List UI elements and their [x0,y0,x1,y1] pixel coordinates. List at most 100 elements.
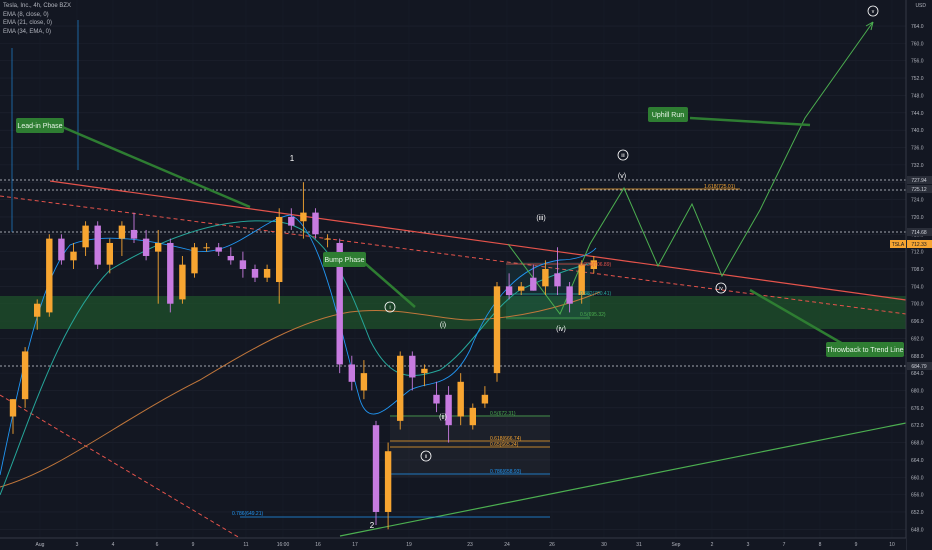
candle-body [469,407,476,426]
x-axis-ticks: Aug 3 4 6 9 11 16:00 16 17 19 23 24 26 30 31 Sep 2 3 7 8 9 10 [36,542,895,548]
candle-body [421,368,428,374]
candle-body [530,277,537,291]
y-tick-label: 764.0 [911,24,924,30]
legend-title: Tesla, Inc., 4h, Cboe BZX [3,3,72,9]
y-tick-label: 732.0 [911,163,924,169]
projection-arrowhead [870,21,874,31]
wave-iv-label: (iv) [556,326,566,333]
candle-body [324,238,331,240]
support-zone [0,296,906,329]
wave-iii-label: (iii) [536,215,545,222]
fib-label: 0.786(649.21) [232,511,263,517]
y-tick-label: 656.0 [911,493,924,499]
y-tick-label: 736.0 [911,146,924,152]
candle-body [384,451,392,512]
candle-body [445,394,452,426]
fib-label: 0.618(666.74) [490,436,521,442]
callout-pointer [59,124,251,209]
x-tick-label: 19 [406,542,412,548]
x-tick-label: 16 [315,542,321,548]
callout-pointer [749,288,851,350]
x-tick-label: 24 [504,542,510,548]
legend-ema8: EMA (8, close, 0) [3,11,49,18]
candle-body [566,286,573,304]
candle-body [82,225,89,248]
candle-body [94,225,101,265]
svg-text:714.68: 714.68 [911,230,927,236]
y-tick-label: 720.0 [911,215,924,221]
y-tick-label: 688.0 [911,354,924,360]
y-tick-label: 756.0 [911,59,924,65]
svg-text:iv: iv [719,286,723,292]
price-tag: 684.79 [907,362,932,370]
price-tag: 714.68 [907,228,932,236]
fib-label: 0.236(706.89) [580,262,611,268]
candle-body [58,238,65,261]
candle-body [21,351,29,400]
x-tick-label: 17 [352,542,358,548]
x-tick-label: 23 [467,542,473,548]
x-tick-label: 11 [243,542,248,548]
candle-body [276,216,283,283]
wave-ii-circle-label: ii [420,450,432,462]
bump-phase-label[interactable]: Bump Phase [323,252,366,267]
candle-body [191,247,198,274]
candle-body [239,260,247,269]
candle-body [481,394,489,404]
candle-body [590,260,597,269]
candle-body [263,269,271,278]
lead-in-phase-label[interactable]: Lead-in Phase [16,118,64,133]
x-tick-label: 7 [783,542,786,548]
candle-body [409,355,416,378]
time-axis [0,538,906,550]
throwback-label[interactable]: Throwback to Trend Line [826,342,904,357]
y-tick-label: 648.0 [911,527,924,533]
svg-text:ii: ii [425,454,427,460]
svg-text:v: v [872,9,875,15]
x-tick-label: Sep [672,542,681,548]
fib-label: 0.5(695.32) [580,312,606,318]
wave-i-label: (i) [440,322,446,329]
legend-ema21: EMA (21, close, 0) [3,20,53,26]
svg-text:727.94: 727.94 [911,178,927,184]
price-tag: 725.12 [907,185,932,193]
wave-iii-circle-label: iii [617,149,629,161]
svg-text:Throwback to Trend Line: Throwback to Trend Line [826,347,903,354]
fib-label: 0.65(665.24) [490,442,519,448]
y-tick-label: 696.0 [911,319,924,325]
price-axis [906,0,932,550]
wave-ii-label: (ii) [439,414,447,421]
y-tick-label: 664.0 [911,458,924,464]
y-tick-label: 760.0 [911,41,924,47]
tsla-price-tag: TSLA 712.33 [890,240,932,248]
y-tick-label: 740.0 [911,128,924,134]
candle-body [554,273,561,287]
x-tick-label: 2 [711,542,714,548]
price-tag: 727.94 [907,176,932,184]
svg-text:iii: iii [621,153,624,159]
y-tick-label: 748.0 [911,93,924,99]
candle-body [312,212,319,235]
uphill-run-label[interactable]: Uphill Run [648,107,688,122]
x-tick-label: 10 [889,542,895,548]
fib-label: 1.618(725.01) [704,184,735,190]
svg-text:TSLA: TSLA [892,242,905,248]
x-tick-label: 3 [76,542,79,548]
x-tick-label: Aug [36,542,45,548]
candle-body [155,242,162,252]
wave-1-label: 1 [290,154,295,163]
y-tick-label: 676.0 [911,406,924,412]
currency-label: USD [915,3,926,9]
candle-body [34,303,41,317]
candle-body [130,229,138,239]
x-tick-label: 9 [192,542,195,548]
candle-body [203,247,210,249]
x-tick-label: 9 [855,542,858,548]
y-tick-label: 684.0 [911,371,924,377]
wave-v-label: (v) [618,173,626,180]
candles [9,182,597,530]
x-tick-label: 8 [819,542,822,548]
candle-body [227,255,234,261]
y-tick-label: 704.0 [911,284,924,290]
